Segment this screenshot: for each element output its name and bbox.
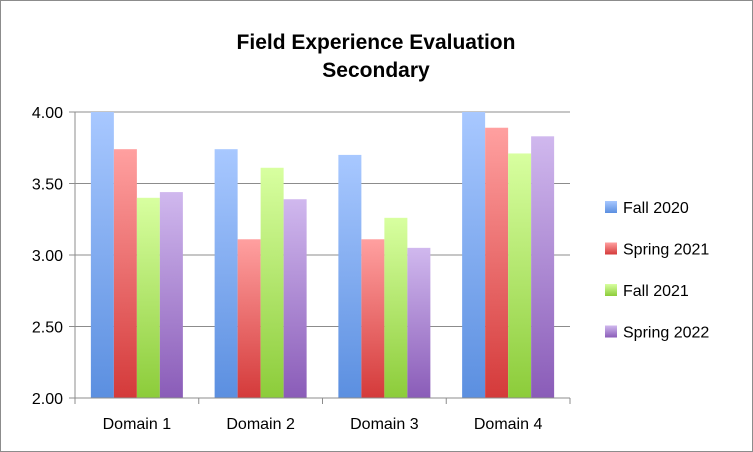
x-axis-ticks: Domain 1 Domain 2 Domain 3 Domain 4 — [74, 398, 571, 433]
chart-title: Field Experience Evaluation — [237, 31, 516, 54]
legend-label: Spring 2021 — [623, 242, 709, 259]
y-tick-label: 3.50 — [32, 177, 63, 194]
legend-swatch — [605, 325, 617, 338]
x-tick-label: Domain 3 — [350, 416, 419, 433]
y-axis-ticks: 2.00 2.50 3.00 3.50 4.00 — [32, 105, 75, 408]
bar-spring-2022-domain-2 — [283, 199, 307, 398]
bar-fall-2021-domain-1 — [136, 197, 160, 398]
y-tick-label: 2.00 — [32, 391, 63, 408]
bar-spring-2022-domain-1 — [159, 192, 183, 398]
legend-label: Spring 2022 — [623, 325, 709, 342]
x-tick-label: Domain 1 — [103, 416, 172, 433]
bar-fall-2021-domain-4 — [508, 153, 532, 398]
bar-fall-2020-domain-4 — [462, 112, 486, 398]
x-tick-label: Domain 2 — [226, 416, 295, 433]
y-tick-label: 3.00 — [32, 248, 63, 265]
legend-swatch — [605, 284, 617, 296]
legend-swatch — [605, 242, 617, 255]
y-tick-label: 2.50 — [32, 320, 63, 337]
bars — [90, 112, 555, 398]
legend-label: Fall 2020 — [623, 200, 689, 217]
chart-subtitle: Secondary — [322, 59, 430, 82]
legend-label: Fall 2021 — [623, 283, 689, 300]
bar-fall-2021-domain-3 — [384, 217, 408, 398]
bar-fall-2020-domain-3 — [338, 154, 362, 398]
bar-spring-2022-domain-3 — [407, 247, 431, 398]
bar-spring-2021-domain-1 — [113, 149, 137, 398]
bar-spring-2021-domain-3 — [361, 239, 385, 398]
bar-fall-2021-domain-2 — [260, 167, 284, 398]
bar-fall-2020-domain-1 — [90, 112, 114, 398]
bar-fall-2020-domain-2 — [214, 149, 238, 398]
axes — [69, 112, 570, 399]
bar-spring-2021-domain-4 — [485, 127, 509, 398]
bar-spring-2021-domain-2 — [237, 239, 261, 398]
bar-spring-2022-domain-4 — [531, 136, 555, 398]
y-tick-label: 4.00 — [32, 105, 63, 122]
legend-swatch — [605, 201, 617, 213]
x-tick-label: Domain 4 — [474, 416, 543, 433]
legend: Fall 2020 Spring 2021 Fall 2021 Spring 2022 — [605, 200, 709, 342]
